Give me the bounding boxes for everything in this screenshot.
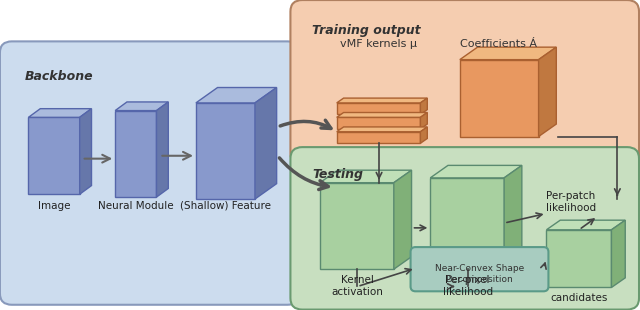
Polygon shape xyxy=(504,165,522,269)
Text: Image: Image xyxy=(38,201,70,211)
Polygon shape xyxy=(337,103,420,114)
Polygon shape xyxy=(115,111,157,197)
Polygon shape xyxy=(337,132,420,143)
Text: vMF kernels μ: vMF kernels μ xyxy=(340,39,417,50)
Polygon shape xyxy=(420,127,428,143)
Polygon shape xyxy=(337,117,420,129)
Polygon shape xyxy=(337,113,428,117)
Polygon shape xyxy=(611,220,625,287)
Polygon shape xyxy=(320,170,412,183)
Text: Coefficients Á: Coefficients Á xyxy=(460,39,537,50)
Text: candidates: candidates xyxy=(550,293,607,303)
Text: Backbone: Backbone xyxy=(24,70,93,83)
Polygon shape xyxy=(196,103,255,199)
Text: Neural Module: Neural Module xyxy=(98,201,173,211)
Polygon shape xyxy=(547,230,611,287)
Polygon shape xyxy=(420,113,428,129)
FancyBboxPatch shape xyxy=(411,247,548,291)
Polygon shape xyxy=(420,98,428,114)
Polygon shape xyxy=(337,127,428,132)
Text: (Shallow) Feature: (Shallow) Feature xyxy=(180,201,271,211)
FancyBboxPatch shape xyxy=(291,147,639,310)
Polygon shape xyxy=(157,102,168,197)
FancyBboxPatch shape xyxy=(291,0,639,165)
Polygon shape xyxy=(255,87,276,199)
Polygon shape xyxy=(460,60,539,136)
FancyBboxPatch shape xyxy=(0,41,300,305)
Text: Testing: Testing xyxy=(312,168,363,181)
Text: Kernel
activation: Kernel activation xyxy=(332,275,383,297)
Polygon shape xyxy=(337,98,428,103)
Text: Training output: Training output xyxy=(312,24,420,37)
Polygon shape xyxy=(115,102,168,111)
Text: Near-Convex Shape
Decomposition: Near-Convex Shape Decomposition xyxy=(435,264,524,284)
Polygon shape xyxy=(430,178,504,269)
Polygon shape xyxy=(28,109,92,117)
Text: Per-patch
likelihood: Per-patch likelihood xyxy=(547,191,596,213)
Polygon shape xyxy=(394,170,412,269)
Text: Per-pixel
likelihood: Per-pixel likelihood xyxy=(443,275,493,297)
Polygon shape xyxy=(196,87,276,103)
Polygon shape xyxy=(320,183,394,269)
Polygon shape xyxy=(430,165,522,178)
Polygon shape xyxy=(547,220,625,230)
Polygon shape xyxy=(539,47,556,136)
Polygon shape xyxy=(460,47,556,60)
Polygon shape xyxy=(80,109,92,194)
Polygon shape xyxy=(28,117,80,194)
